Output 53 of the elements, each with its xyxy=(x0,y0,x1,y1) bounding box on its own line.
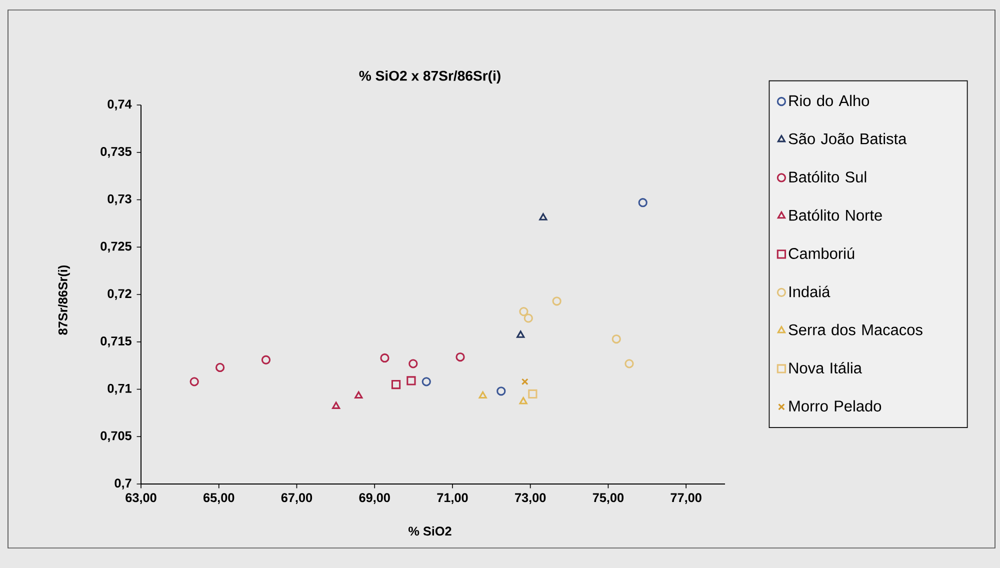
y-tick-label: 0,715 xyxy=(100,336,132,348)
x-tick-label: 73,00 xyxy=(515,493,546,504)
point xyxy=(539,213,548,220)
point xyxy=(456,352,465,362)
point xyxy=(612,334,621,344)
point xyxy=(524,314,533,323)
point xyxy=(190,377,199,386)
point xyxy=(422,377,431,386)
legend-label: Nova Itália xyxy=(789,362,862,374)
legend-label: Morro Pelado xyxy=(789,400,882,412)
legend-label: Serra dos Macacos xyxy=(788,324,922,336)
point xyxy=(516,330,525,338)
point xyxy=(528,389,538,399)
x-tick-label: 71,00 xyxy=(437,493,468,504)
chart-title: % SiO2 x 87Sr/86Sr(i) xyxy=(359,70,500,84)
point xyxy=(478,391,487,399)
legend-label: São João Batista xyxy=(788,132,907,144)
y-tick-label: 0,72 xyxy=(108,289,132,300)
point xyxy=(519,306,528,316)
point xyxy=(354,391,363,399)
y-tick-label: 0,71 xyxy=(108,384,132,395)
point xyxy=(624,359,634,368)
point xyxy=(552,296,562,306)
x-axis-title: % SiO2 xyxy=(408,526,452,536)
point xyxy=(332,402,340,409)
legend-label: Batólito Sul xyxy=(789,170,866,183)
point xyxy=(519,397,528,404)
y-tick-label: 0,725 xyxy=(100,242,132,253)
point xyxy=(215,362,225,372)
point xyxy=(391,380,401,390)
point xyxy=(496,386,506,396)
x-tick-label: 67,00 xyxy=(281,493,312,504)
legend-label: Rio do Alho xyxy=(789,94,870,106)
y-tick-label: 0,735 xyxy=(100,146,132,158)
x-tick-label: 69,00 xyxy=(359,493,390,504)
y-tick-label: 0,74 xyxy=(108,100,132,110)
y-tick-label: 0,705 xyxy=(100,431,132,442)
point xyxy=(380,353,390,363)
point xyxy=(521,378,528,386)
point xyxy=(261,355,271,364)
point xyxy=(638,198,648,208)
legend-label: Batólito Norte xyxy=(789,209,882,221)
y-axis-title: 87Sr/86Sr(i) xyxy=(58,265,70,335)
y-tick-label: 0,7 xyxy=(114,478,132,490)
point xyxy=(408,359,418,368)
point xyxy=(406,376,416,386)
legend-label: Indaiá xyxy=(790,286,830,298)
x-tick-label: 63,00 xyxy=(126,493,156,504)
x-tick-label: 75,00 xyxy=(592,493,624,504)
x-tick-label: 65,00 xyxy=(204,493,234,504)
x-tick-label: 77,00 xyxy=(670,493,702,504)
legend-label: Camboriú xyxy=(788,247,854,259)
y-tick-label: 0,73 xyxy=(108,194,132,206)
